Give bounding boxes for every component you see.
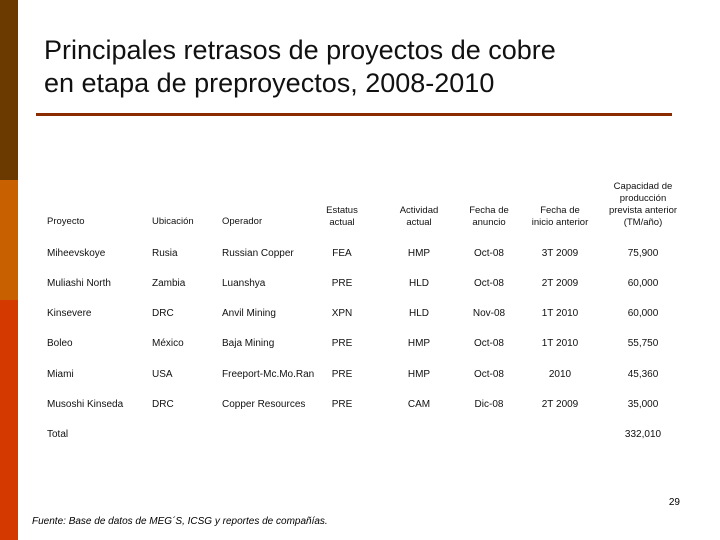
title-line-1: Principales retrasos de proyectos de cob…: [44, 35, 556, 65]
sidebar-decoration: [0, 0, 18, 540]
cell-capacidad: 60,000: [627, 278, 659, 289]
cell-actividad: HMP: [407, 338, 431, 349]
cell-actividad: HMP: [407, 369, 431, 380]
header-fecha-inicio: Fecha de inicio anterior: [524, 205, 596, 229]
header-capacidad: Capacidad de producción prevista anterio…: [600, 181, 686, 229]
sidebar-band-top: [0, 0, 18, 180]
cell-ubicacion: DRC: [152, 399, 174, 410]
cell-capacidad: 35,000: [627, 399, 659, 410]
cell-estatus: PRE: [331, 399, 353, 410]
title-line-2: en etapa de preproyectos, 2008-2010: [44, 68, 495, 98]
cell-operador: Luanshya: [222, 278, 266, 289]
header-operador: Operador: [222, 216, 263, 227]
page-number: 29: [668, 497, 680, 508]
cell-estatus: FEA: [332, 248, 352, 259]
total-label: Total: [47, 429, 69, 440]
slide-title: Principales retrasos de proyectos de cob…: [44, 34, 684, 100]
cell-estatus: PRE: [331, 369, 353, 380]
cell-operador: Baja Mining: [222, 338, 275, 349]
cell-fecha-inicio: 2T 2009: [541, 278, 579, 289]
cell-capacidad: 45,360: [627, 369, 659, 380]
header-actividad: Actividad actual: [389, 205, 449, 229]
cell-fecha-inicio: 3T 2009: [541, 248, 579, 259]
source-footnote: Fuente: Base de datos de MEG´S, ICSG y r…: [32, 516, 328, 527]
cell-fecha-anuncio: Oct-08: [473, 248, 504, 259]
total-value: 332,010: [624, 429, 662, 440]
cell-ubicacion: DRC: [152, 308, 174, 319]
cell-proyecto: Miheevskoye: [47, 248, 106, 259]
header-fecha-anuncio-line2: anuncio: [472, 217, 506, 228]
cell-estatus: PRE: [331, 278, 353, 289]
cell-fecha-inicio: 2T 2009: [541, 399, 579, 410]
header-capacidad-line2: producción: [619, 193, 667, 204]
header-fecha-anuncio-line1: Fecha de: [469, 205, 509, 216]
header-fecha-anuncio: Fecha de anuncio: [459, 205, 519, 229]
header-actividad-line1: Actividad: [399, 205, 439, 216]
cell-operador: Copper Resources: [222, 399, 306, 410]
cell-fecha-anuncio: Nov-08: [472, 308, 506, 319]
cell-fecha-anuncio: Oct-08: [473, 338, 504, 349]
cell-ubicacion: Rusia: [152, 248, 178, 259]
header-fecha-inicio-line2: inicio anterior: [531, 217, 589, 228]
cell-actividad: HLD: [408, 308, 429, 319]
cell-fecha-inicio: 1T 2010: [541, 308, 579, 319]
header-estatus-line1: Estatus: [326, 205, 358, 216]
cell-actividad: HLD: [408, 278, 429, 289]
cell-operador: Freeport-Mc.Mo.Ran: [222, 369, 315, 380]
cell-ubicacion: México: [152, 338, 184, 349]
cell-operador: Russian Copper: [222, 248, 294, 259]
cell-fecha-anuncio: Dic-08: [474, 399, 504, 410]
header-fecha-inicio-line1: Fecha de: [540, 205, 580, 216]
cell-estatus: XPN: [331, 308, 353, 319]
header-capacidad-line4: (TM/año): [623, 217, 663, 228]
sidebar-band-bottom: [0, 300, 18, 540]
cell-ubicacion: Zambia: [152, 278, 186, 289]
header-estatus: Estatus actual: [315, 205, 369, 229]
cell-capacidad: 55,750: [627, 338, 659, 349]
header-proyecto: Proyecto: [47, 216, 85, 227]
cell-ubicacion: USA: [152, 369, 173, 380]
cell-fecha-inicio: 1T 2010: [541, 338, 579, 349]
cell-actividad: CAM: [407, 399, 431, 410]
cell-estatus: PRE: [331, 338, 353, 349]
cell-proyecto: Boleo: [47, 338, 73, 349]
cell-capacidad: 75,900: [627, 248, 659, 259]
cell-proyecto: Miami: [47, 369, 74, 380]
header-capacidad-line3: prevista anterior: [608, 205, 678, 216]
cell-proyecto: Musoshi Kinseda: [47, 399, 124, 410]
header-ubicacion: Ubicación: [152, 216, 194, 227]
cell-actividad: HMP: [407, 248, 431, 259]
header-estatus-line2: actual: [329, 217, 355, 228]
cell-operador: Anvil Mining: [222, 308, 276, 319]
cell-fecha-inicio: 2010: [548, 369, 572, 380]
cell-capacidad: 60,000: [627, 308, 659, 319]
title-underline: [36, 113, 672, 116]
cell-proyecto: Muliashi North: [47, 278, 111, 289]
header-actividad-line2: actual: [406, 217, 432, 228]
header-capacidad-line1: Capacidad de: [613, 181, 673, 192]
sidebar-band-middle: [0, 180, 18, 300]
cell-fecha-anuncio: Oct-08: [473, 278, 504, 289]
cell-proyecto: Kinsevere: [47, 308, 92, 319]
cell-fecha-anuncio: Oct-08: [473, 369, 504, 380]
